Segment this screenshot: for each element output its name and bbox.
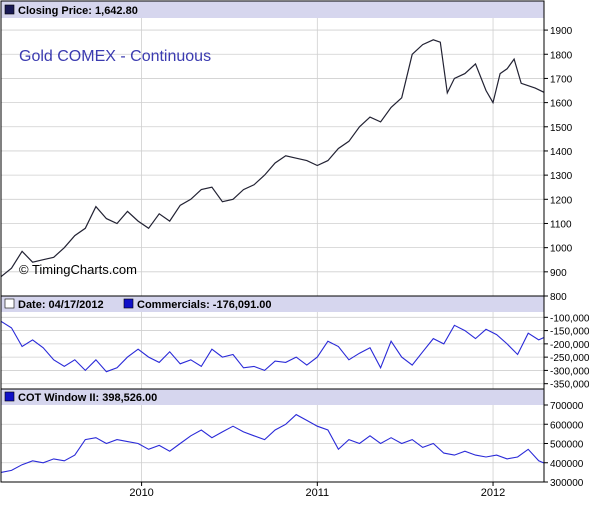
cot-header-bar bbox=[1, 389, 544, 405]
commercials-ytick-label: -300,000 bbox=[550, 366, 590, 377]
price-legend-square bbox=[4, 4, 15, 15]
price-ytick-label: 1300 bbox=[550, 171, 573, 182]
x-axis: 2010 2011 2012 bbox=[129, 482, 505, 499]
cot-ytick-label: 600000 bbox=[550, 420, 584, 431]
commercials-header-series: Commercials: -176,091.00 bbox=[137, 299, 272, 311]
price-ytick-label: 1400 bbox=[550, 147, 573, 158]
commercials-ytick-label: -150,000 bbox=[550, 327, 590, 338]
commercials-legend-square bbox=[123, 298, 134, 309]
price-ytick-label: 1700 bbox=[550, 74, 573, 85]
price-header-bar bbox=[1, 1, 544, 18]
watermark: © TimingCharts.com bbox=[19, 262, 137, 277]
price-ytick-label: 1100 bbox=[550, 219, 572, 230]
commercials-ytick-label: -200,000 bbox=[550, 340, 590, 351]
cot-ytick-label: 500000 bbox=[550, 440, 584, 451]
cot-ytick-label: 700000 bbox=[550, 401, 584, 412]
commercials-ytick-label: -250,000 bbox=[550, 353, 590, 364]
commercials-y-axis: -100,000 -150,000 -200,000 -250,000 -300,000… bbox=[544, 313, 590, 391]
price-ytick-label: 800 bbox=[550, 292, 567, 303]
commercials-ytick-label: -350,000 bbox=[550, 380, 590, 391]
x-tick-label: 2011 bbox=[305, 487, 329, 499]
commercials-header-bar bbox=[1, 296, 544, 312]
commercials-header-date: Date: 04/17/2012 bbox=[18, 299, 104, 311]
price-ytick-label: 1800 bbox=[550, 50, 573, 61]
price-panel-frame bbox=[0, 0, 545, 297]
commercials-panel: Date: 04/17/2012 Commercials: -176,091.0… bbox=[0, 295, 590, 391]
cot-legend-square bbox=[4, 391, 15, 402]
cot-y-axis: 300000 400000 500000 600000 700000 bbox=[544, 401, 584, 489]
x-tick-label: 2010 bbox=[129, 487, 153, 499]
cot-header-label: COT Window II: 398,526.00 bbox=[18, 392, 157, 404]
cot-ytick-label: 300000 bbox=[550, 478, 584, 489]
price-ytick-label: 1000 bbox=[550, 244, 573, 255]
cot-panel-frame bbox=[0, 388, 545, 483]
cot-panel: COT Window II: 398,526.00 300000 400000 50… bbox=[0, 388, 584, 489]
price-gridlines bbox=[1, 18, 544, 296]
chart-title: Gold COMEX - Continuous bbox=[19, 48, 211, 65]
price-y-axis: 800 900 1000 1100 1200 1300 1400 1500 1600 1700 18… bbox=[544, 26, 573, 303]
price-panel: Closing Price: 1,642.80 800 900 1000 1100 12… bbox=[0, 0, 573, 303]
price-header-label: Closing Price: 1,642.80 bbox=[18, 5, 138, 17]
cot-ytick-label: 400000 bbox=[550, 459, 584, 470]
price-ytick-label: 1500 bbox=[550, 123, 573, 134]
price-ytick-label: 900 bbox=[550, 268, 567, 279]
cot-gridlines bbox=[1, 405, 544, 482]
date-legend-square bbox=[4, 298, 15, 309]
price-ytick-label: 1600 bbox=[550, 99, 573, 110]
x-tick-label: 2012 bbox=[481, 487, 505, 499]
price-ytick-label: 1200 bbox=[550, 195, 573, 206]
commercials-ytick-label: -100,000 bbox=[550, 313, 590, 324]
price-series-line bbox=[0, 39, 545, 278]
price-ytick-label: 1900 bbox=[550, 26, 573, 37]
commercials-gridlines bbox=[1, 312, 544, 389]
commercials-series-line bbox=[0, 320, 545, 373]
cot-series-line bbox=[0, 413, 545, 473]
